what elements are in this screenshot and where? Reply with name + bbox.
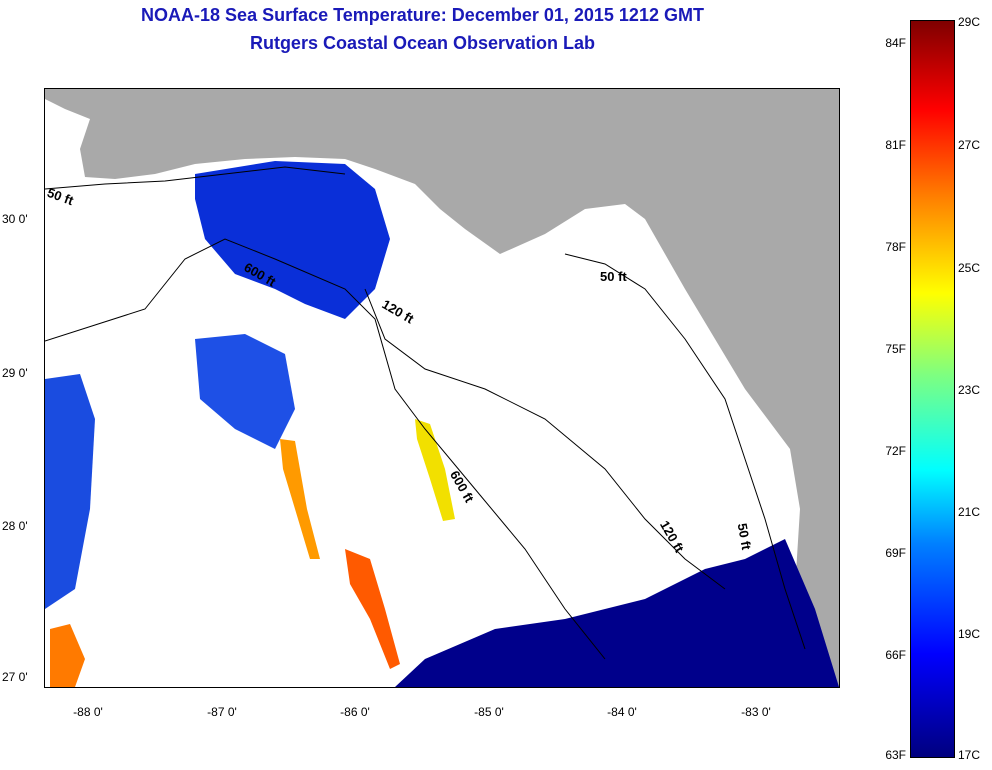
sst-map-canvas [45,89,839,687]
sst-cold-patch-west [45,374,95,609]
isobath-50ft-east [564,253,806,650]
lat-label-27: 27 0' [2,670,28,684]
colorbar-label-63f: 63F [885,748,906,762]
sst-warm-streak-1 [280,439,320,559]
colorbar-label-21c: 21C [958,505,981,519]
temperature-colorbar [910,20,955,758]
lon-label-86: -86 0' [340,705,370,719]
colorbar-label-19c: 19C [958,627,981,641]
depth-label-50ft-northeast: 50 ft [600,269,627,284]
lat-label-28: 28 0' [2,519,28,533]
colorbar-label-23c: 23C [958,383,981,397]
colorbar-label-72f: 72F [885,444,906,458]
lat-label-30: 30 0' [2,212,28,226]
isobath-120ft [364,288,726,590]
colorbar-label-66f: 66F [885,648,906,662]
sst-cold-patch-central [195,334,295,449]
lon-label-84: -84 0' [607,705,637,719]
colorbar-label-25c: 25C [958,261,981,275]
lon-label-87: -87 0' [207,705,237,719]
colorbar-label-84f: 84F [885,36,906,50]
chart-title-line-1: NOAA-18 Sea Surface Temperature: Decembe… [141,5,704,25]
lon-label-88: -88 0' [73,705,103,719]
colorbar-label-69f: 69F [885,546,906,560]
colorbar-label-81f: 81F [885,138,906,152]
colorbar-label-27c: 27C [958,138,981,152]
isobath-600ft [45,238,606,660]
lon-label-83: -83 0' [741,705,771,719]
colorbar-label-17c: 17C [958,748,981,762]
colorbar-label-29c: 29C [958,15,981,29]
sst-warm-streak-2 [345,549,400,669]
sst-cold-patch-north [195,161,390,319]
lon-label-85: -85 0' [474,705,504,719]
isobath-50ft-west [45,166,346,190]
chart-title-line-2: Rutgers Coastal Ocean Observation Lab [249,33,596,53]
sst-warm-streak-3 [415,419,455,521]
lat-label-29: 29 0' [2,366,28,380]
land-area [45,89,839,687]
sst-map: 50 ft 600 ft 120 ft 50 ft 600 ft 120 ft … [44,88,840,688]
colorbar-label-78f: 78F [885,240,906,254]
sst-warm-streak-4 [50,624,85,687]
sst-cold-patch-south [395,539,839,687]
colorbar-label-75f: 75F [885,342,906,356]
